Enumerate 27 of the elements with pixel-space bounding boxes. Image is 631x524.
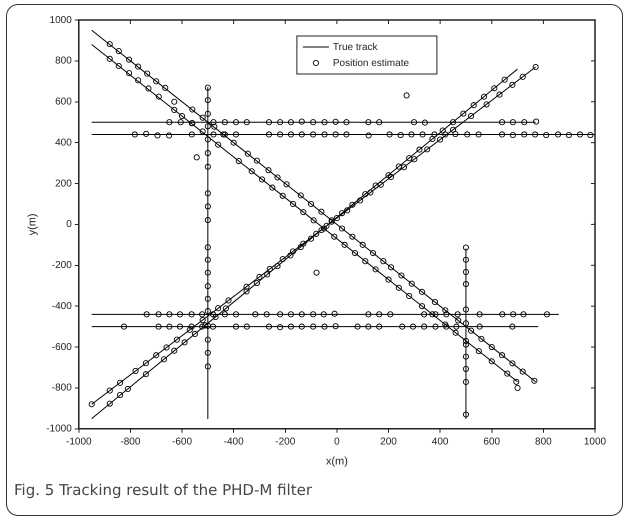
y-tick-label: 0 [66, 219, 72, 230]
y-tick-label: 200 [55, 178, 72, 190]
y-tick-label: -1000 [46, 424, 72, 435]
x-tick-label: 800 [535, 436, 552, 448]
y-tick-label: -800 [52, 382, 72, 394]
legend-label: True track [332, 42, 379, 53]
x-tick-label: -200 [275, 436, 296, 448]
y-tick-label: -200 [52, 260, 72, 272]
y-tick-label: -400 [52, 300, 72, 312]
y-tick-label: 800 [55, 56, 72, 67]
x-tick-label: 400 [432, 436, 449, 448]
y-tick-label: -600 [52, 342, 72, 353]
x-tick-label: 0 [334, 436, 340, 448]
x-tick-label: -1000 [66, 436, 92, 448]
y-tick-label: 1000 [50, 14, 72, 26]
y-tick-label: 600 [55, 96, 72, 108]
x-tick-label: 200 [380, 436, 398, 448]
x-tick-label: 1000 [584, 436, 607, 448]
x-tick-label: -800 [120, 436, 141, 448]
y-axis-title: y(m) [26, 213, 39, 236]
caption: Fig. 5 Tracking result of the PHD-M filter [14, 481, 312, 499]
y-tick-label: 400 [55, 137, 72, 148]
x-axis-title: x(m) [326, 455, 348, 468]
x-tick-label: 600 [483, 436, 501, 448]
x-tick-label: -400 [224, 436, 244, 448]
legend-label: Position estimate [332, 58, 410, 69]
x-tick-label: -600 [172, 436, 192, 448]
